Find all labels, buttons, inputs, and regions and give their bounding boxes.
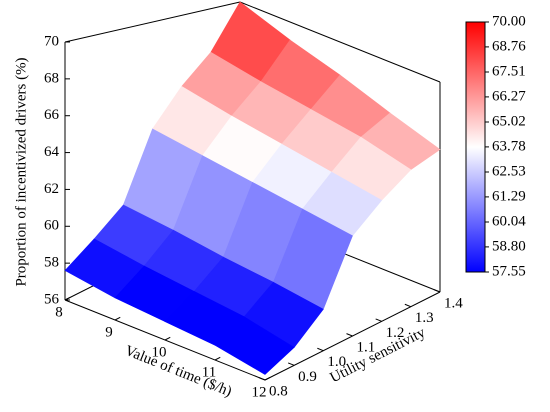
y-tick [433,289,441,293]
colorbar [465,21,486,273]
z-axis-label: Proportion of incentivized drivers (%) [13,57,29,286]
y-tick [404,303,412,308]
z-tick-label: 68 [44,70,59,86]
colorbar-tick-label: 66.27 [492,88,526,104]
z-tick-label: 70 [44,33,59,49]
y-tick-label: 1.2 [386,325,405,341]
colorbar-tick-label: 60.04 [492,213,526,229]
y-tick [258,377,266,381]
colorbar-tick-label: 62.53 [492,163,526,179]
x-tick-label: 10 [152,344,167,360]
x-tick [114,316,121,321]
surface-patch [214,316,295,375]
colorbar-tick-label: 68.76 [492,38,526,54]
colorbar-tick-label: 63.78 [492,138,526,154]
z-tick-label: 58 [44,255,59,271]
x-tick-label: 9 [105,324,113,340]
y-tick [317,347,324,352]
x-tick [264,376,271,381]
colorbar-tick-label: 57.55 [492,263,526,279]
y-tick-label: 0.9 [298,369,317,385]
colorbar-tick-label: 67.51 [492,63,526,79]
y-tick [287,362,295,366]
x-axis-label: Value of time ($/h) [122,343,233,400]
y-tick [346,333,353,337]
x-tick-label: 8 [55,304,63,320]
z-tick-label: 64 [44,144,60,160]
colorbar-tick-label: 70.00 [492,13,526,29]
colorbar-tick-label: 61.29 [492,188,526,204]
x-tick [64,296,71,301]
x-tick-label: 11 [202,364,216,380]
x-tick-label: 12 [252,384,267,400]
z-tick-label: 56 [44,291,60,307]
y-tick-label: 1.1 [357,339,376,355]
y-tick-label: 1.4 [444,295,463,311]
z-tick-label: 60 [44,218,59,234]
x-tick [214,356,221,361]
y-tick-label: 1.0 [327,354,346,370]
axis-box-edge [239,1,441,83]
colorbar-tick-label: 58.80 [492,238,526,254]
axis-box-edge [64,1,241,43]
y-tick [375,318,382,322]
y-tick-label: 1.3 [415,310,434,326]
z-tick-label: 62 [44,181,59,197]
colorbar-tick-label: 65.02 [492,113,526,129]
y-tick-label: 0.8 [269,383,288,399]
z-tick-label: 66 [44,107,60,123]
x-tick [164,336,171,341]
